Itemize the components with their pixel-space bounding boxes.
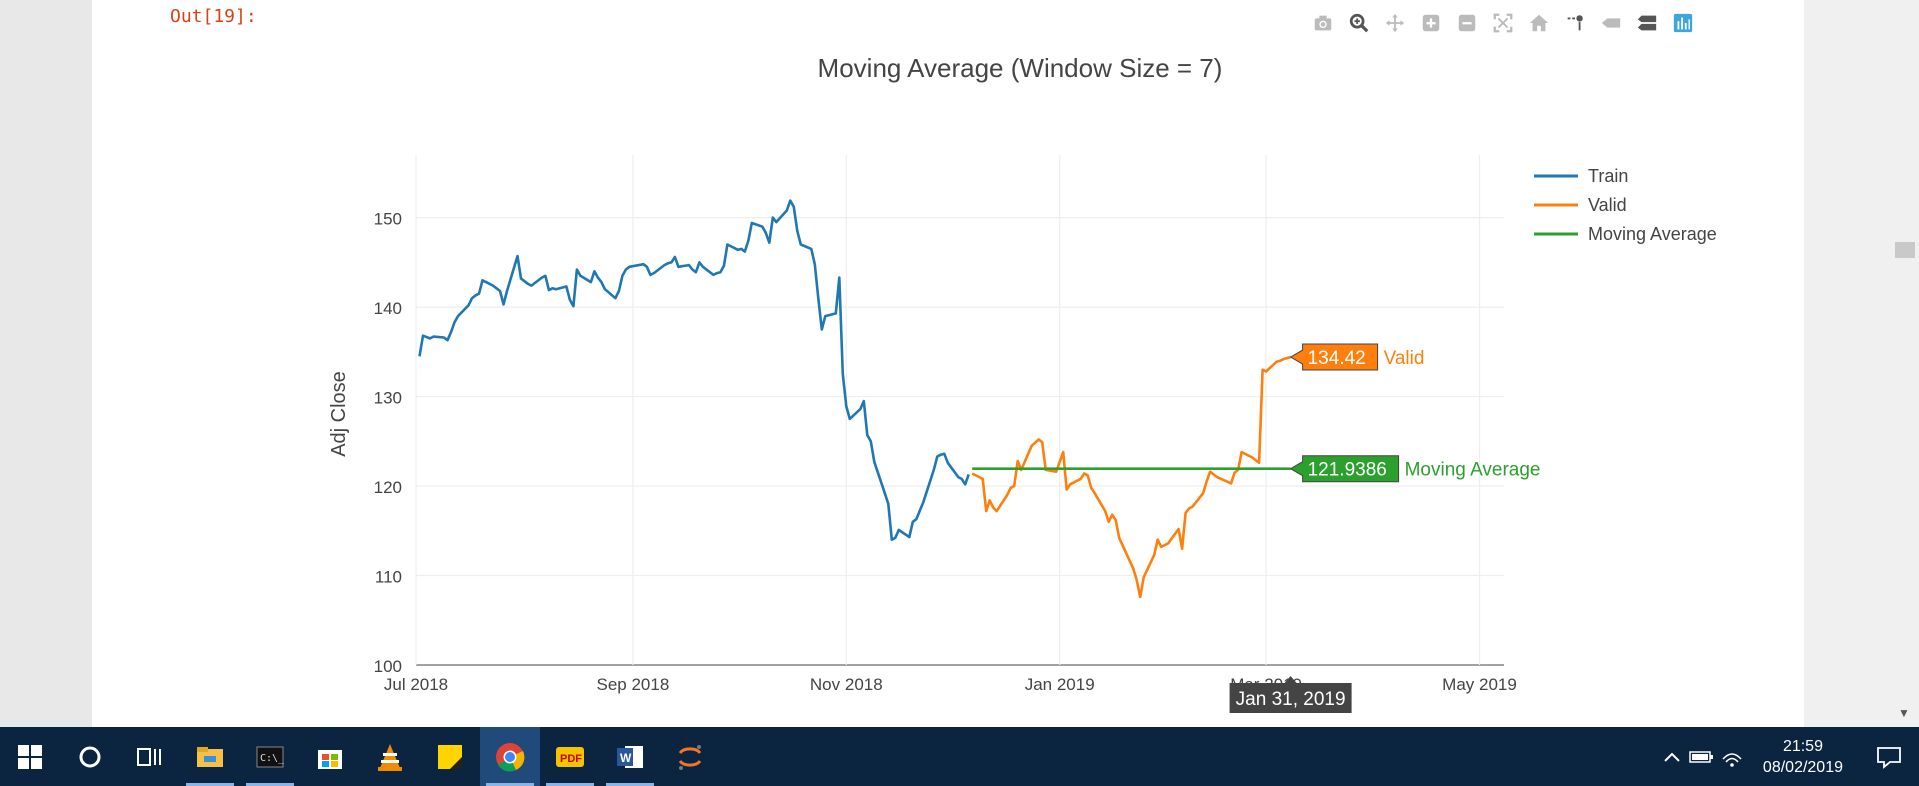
- chart-title: Moving Average (Window Size = 7): [818, 53, 1223, 83]
- legend-item-label: Train: [1588, 166, 1628, 186]
- notification-center-icon[interactable]: [1859, 727, 1919, 786]
- chart-svg: 100 110 120 130 140 150 Jul 2018 Sep 2018 Nov 20…: [328, 53, 1717, 713]
- hover-value-text: 134.42: [1308, 348, 1366, 369]
- y-tick-label: 140: [374, 299, 402, 318]
- battery-icon[interactable]: [1687, 750, 1717, 764]
- zoom-in-icon[interactable]: [1418, 10, 1444, 36]
- task-view-icon[interactable]: [120, 727, 180, 786]
- scrollbar-thumb[interactable]: [1895, 242, 1915, 258]
- x-tick-label: Sep 2018: [597, 675, 670, 694]
- hover-value-text: 121.9386: [1308, 460, 1387, 481]
- legend[interactable]: Train Valid Moving Average: [1534, 166, 1717, 244]
- windows-taskbar: C:\_ PDF W: [0, 727, 1919, 786]
- clock-time: 21:59: [1782, 737, 1823, 755]
- x-tick-label: May 2019: [1442, 675, 1517, 694]
- autoscale-icon[interactable]: [1490, 10, 1516, 36]
- scroll-down-arrow-icon[interactable]: ▼: [1898, 706, 1910, 720]
- plotly-modebar: [1310, 10, 1696, 36]
- hover-series-name: Moving Average: [1405, 460, 1541, 481]
- x-tick-label: Nov 2018: [810, 675, 883, 694]
- hover-compare-icon[interactable]: [1634, 10, 1660, 36]
- hover-x-label: Jan 31, 2019: [1236, 689, 1346, 710]
- zoom-icon[interactable]: [1346, 10, 1372, 36]
- series-line-valid: [971, 355, 1291, 599]
- hover-series-name: Valid: [1384, 348, 1425, 369]
- page-scroll-gutter: [1804, 0, 1919, 727]
- jupyter-icon[interactable]: [660, 727, 720, 786]
- legend-item-label: Moving Average: [1588, 224, 1717, 244]
- x-tick-label: Jan 2019: [1025, 675, 1095, 694]
- out-prompt: Out[19]:: [170, 6, 257, 27]
- y-tick-label: 120: [374, 478, 402, 497]
- plotly-logo-icon[interactable]: [1670, 10, 1696, 36]
- notebook-output-area: [92, 0, 1804, 727]
- series-lines: [418, 199, 1291, 599]
- svg-text:PDF: PDF: [560, 753, 582, 765]
- grid: [415, 155, 1504, 666]
- pan-icon[interactable]: [1382, 10, 1408, 36]
- search-cortana-icon[interactable]: [60, 727, 120, 786]
- hover-value-box: [1289, 455, 1400, 483]
- word-icon[interactable]: W: [600, 727, 660, 786]
- y-tick-label: 130: [374, 389, 402, 408]
- y-axis-title: Adj Close: [328, 371, 350, 457]
- vlc-icon[interactable]: [360, 727, 420, 786]
- series-line-train: [418, 199, 970, 541]
- file-explorer-icon[interactable]: [180, 727, 240, 786]
- pdf-icon[interactable]: PDF: [540, 727, 600, 786]
- store-icon[interactable]: [300, 727, 360, 786]
- system-tray: 21:59 08/02/2019: [1657, 727, 1919, 786]
- zoom-out-icon[interactable]: [1454, 10, 1480, 36]
- terminal-icon[interactable]: C:\_: [240, 727, 300, 786]
- svg-text:C:\_: C:\_: [260, 753, 285, 764]
- y-tick-label: 150: [374, 210, 402, 229]
- clock-date: 08/02/2019: [1762, 758, 1843, 776]
- hover-labels: 134.42 Valid 121.9386 Moving Average Jan 31,…: [1229, 343, 1541, 713]
- legend-item-label: Valid: [1588, 195, 1627, 215]
- chrome-icon[interactable]: [480, 727, 540, 786]
- camera-icon[interactable]: [1310, 10, 1336, 36]
- hover-x-box: [1229, 676, 1352, 713]
- spike-lines-icon[interactable]: [1562, 10, 1588, 36]
- hover-value-box: [1289, 343, 1379, 371]
- y-tick-label: 110: [375, 568, 402, 587]
- axes: 100 110 120 130 140 150 Jul 2018 Sep 2018 Nov 20…: [374, 210, 1517, 694]
- hover-closest-icon[interactable]: [1598, 10, 1624, 36]
- wifi-icon[interactable]: [1717, 747, 1747, 767]
- x-tick-label: Jul 2018: [384, 675, 448, 694]
- reset-axes-icon[interactable]: [1526, 10, 1552, 36]
- sticky-notes-icon[interactable]: [420, 727, 480, 786]
- system-clock[interactable]: 21:59 08/02/2019: [1747, 736, 1859, 778]
- start-icon[interactable]: [0, 727, 60, 786]
- y-tick-label: 100: [374, 657, 402, 676]
- chevron-up-icon[interactable]: [1657, 751, 1687, 763]
- svg-text:W: W: [620, 751, 632, 765]
